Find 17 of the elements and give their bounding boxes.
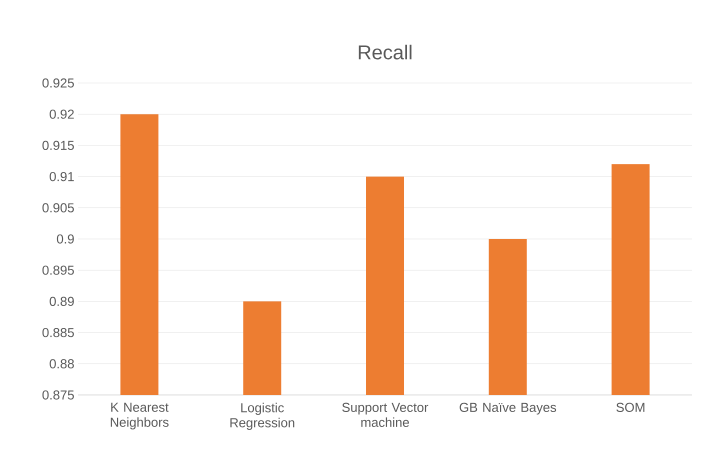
x-tick-label: K Nearest Neighbors	[110, 402, 169, 430]
y-tick-label: 0.895	[42, 266, 74, 275]
y-tick-label: 0.925	[42, 78, 74, 88]
y-tick-label: 0.885	[42, 328, 74, 338]
x-tick-label: GB Naïve Bayes	[460, 402, 556, 415]
y-tick-label: 0.915	[42, 140, 74, 150]
y-tick-label: 0.875	[42, 390, 74, 400]
y-tick-label: 0.88	[50, 359, 74, 368]
y-tick-label: 0.91	[50, 172, 74, 182]
y-tick-label: 0.89	[50, 296, 74, 306]
x-tick-label: Logistic Regression	[230, 402, 294, 430]
y-tick-label: 0.92	[50, 110, 74, 119]
y-tick-label: 0.905	[42, 203, 74, 212]
x-tick-label: SOM	[616, 402, 644, 412]
x-tick-label: Support Vector machine	[342, 402, 428, 427]
y-tick-label: 0.9	[56, 234, 74, 244]
chart-title: Recall	[358, 44, 412, 60]
